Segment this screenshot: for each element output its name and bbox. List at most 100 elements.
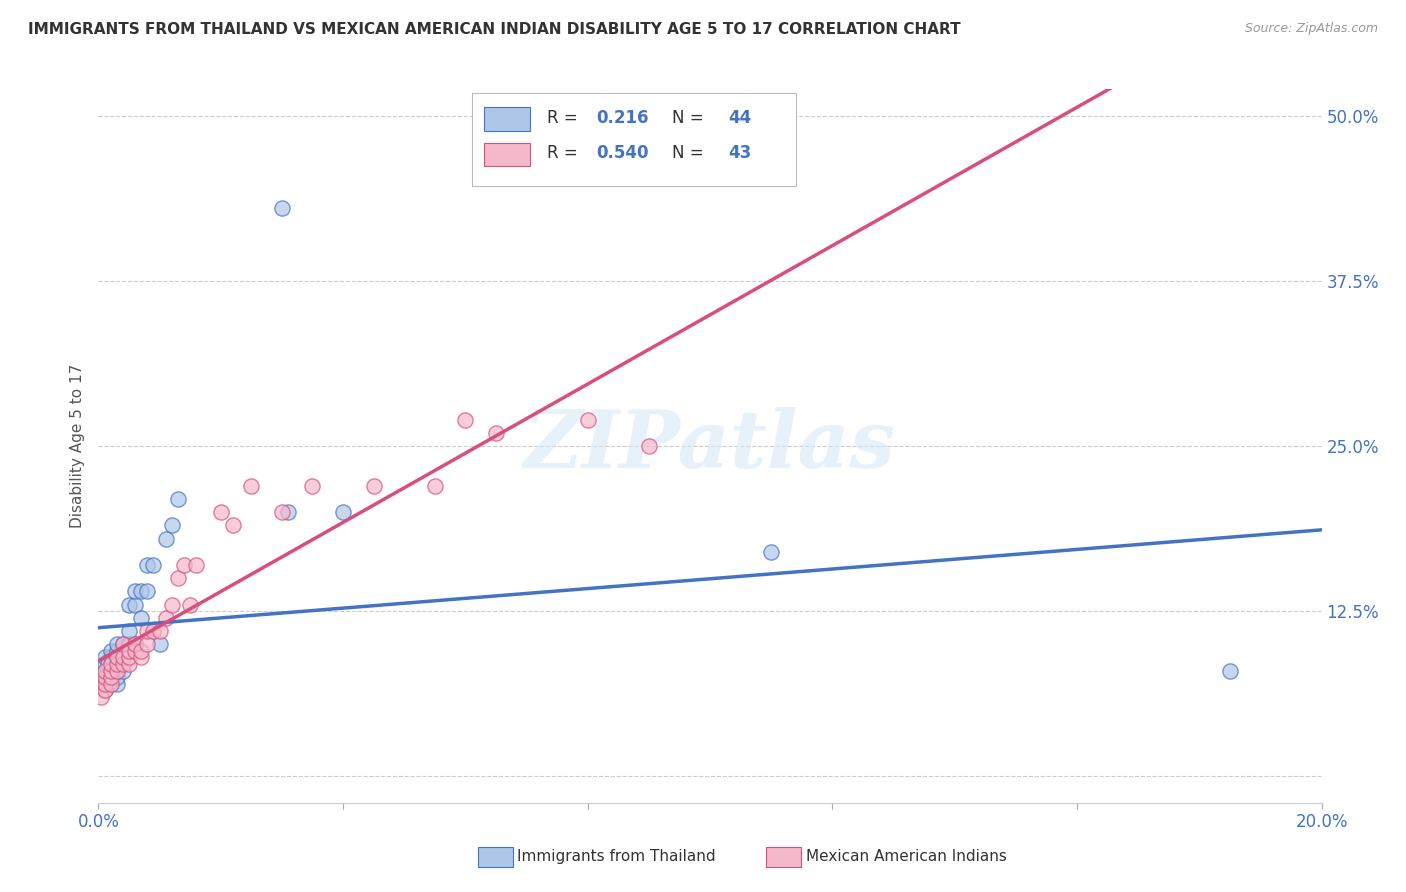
Point [576, 412, 599, 426]
Point [270, 201, 292, 215]
Point [93, 683, 115, 698]
Point [759, 545, 782, 559]
Point [93, 670, 115, 684]
Text: R =: R = [547, 145, 583, 162]
FancyBboxPatch shape [471, 93, 796, 186]
Point [93, 677, 115, 691]
Point [129, 584, 152, 599]
FancyBboxPatch shape [484, 107, 530, 130]
Point [136, 624, 159, 638]
Point [100, 664, 122, 678]
Point [93, 683, 115, 698]
Point [149, 624, 172, 638]
Point [209, 505, 232, 519]
Point [637, 439, 661, 453]
Point [136, 558, 159, 572]
Point [142, 624, 165, 638]
Text: ZIPatlas: ZIPatlas [524, 408, 896, 484]
Text: Mexican American Indians: Mexican American Indians [806, 849, 1007, 863]
Point [129, 644, 152, 658]
Point [105, 650, 128, 665]
Point [90, 690, 112, 704]
Point [118, 657, 141, 671]
Point [100, 644, 122, 658]
Point [100, 657, 122, 671]
Point [222, 518, 245, 533]
Point [149, 637, 172, 651]
Point [155, 611, 177, 625]
Point [136, 637, 159, 651]
Text: Immigrants from Thailand: Immigrants from Thailand [517, 849, 716, 863]
Point [105, 670, 128, 684]
Point [93, 657, 115, 671]
Point [124, 598, 146, 612]
Point [93, 677, 115, 691]
Point [129, 650, 152, 665]
Point [1219, 664, 1241, 678]
Point [118, 644, 141, 658]
Point [173, 558, 195, 572]
Point [97, 657, 120, 671]
Point [93, 664, 115, 678]
Point [93, 650, 115, 665]
Point [118, 650, 141, 665]
Point [155, 532, 177, 546]
Text: N =: N = [672, 109, 709, 127]
Point [270, 505, 292, 519]
Text: IMMIGRANTS FROM THAILAND VS MEXICAN AMERICAN INDIAN DISABILITY AGE 5 TO 17 CORRE: IMMIGRANTS FROM THAILAND VS MEXICAN AMER… [28, 22, 960, 37]
Point [111, 637, 134, 651]
Point [118, 624, 141, 638]
Point [186, 558, 208, 572]
Point [100, 670, 122, 684]
Point [118, 598, 141, 612]
Point [100, 664, 122, 678]
Point [105, 664, 128, 678]
Point [111, 657, 134, 671]
Point [105, 657, 128, 671]
Point [100, 650, 122, 665]
Point [167, 491, 190, 506]
Text: N =: N = [672, 145, 709, 162]
Point [105, 650, 128, 665]
Point [423, 478, 446, 492]
Point [118, 637, 141, 651]
Point [111, 664, 134, 678]
Text: 43: 43 [728, 145, 752, 162]
Point [105, 644, 128, 658]
Text: R =: R = [547, 109, 583, 127]
Point [301, 478, 323, 492]
Y-axis label: Disability Age 5 to 17: Disability Age 5 to 17 [70, 364, 86, 528]
Point [105, 664, 128, 678]
Point [111, 650, 134, 665]
Point [124, 637, 146, 651]
Point [124, 584, 146, 599]
Text: Source: ZipAtlas.com: Source: ZipAtlas.com [1244, 22, 1378, 36]
Point [485, 425, 508, 440]
Point [124, 637, 146, 651]
Text: 0.540: 0.540 [596, 145, 648, 162]
Point [100, 677, 122, 691]
Point [454, 412, 477, 426]
Point [111, 650, 134, 665]
Point [90, 677, 112, 691]
Text: 0.216: 0.216 [596, 109, 648, 127]
Point [105, 677, 128, 691]
Point [97, 670, 120, 684]
Point [105, 637, 128, 651]
Point [160, 518, 183, 533]
Point [111, 637, 134, 651]
Point [93, 670, 115, 684]
Point [93, 664, 115, 678]
FancyBboxPatch shape [484, 143, 530, 166]
Point [167, 571, 190, 585]
Point [179, 598, 201, 612]
Point [160, 598, 183, 612]
Point [363, 478, 385, 492]
Point [332, 505, 354, 519]
Point [124, 644, 146, 658]
Point [277, 505, 299, 519]
Text: 44: 44 [728, 109, 752, 127]
Point [136, 584, 159, 599]
Point [142, 558, 165, 572]
Point [105, 657, 128, 671]
